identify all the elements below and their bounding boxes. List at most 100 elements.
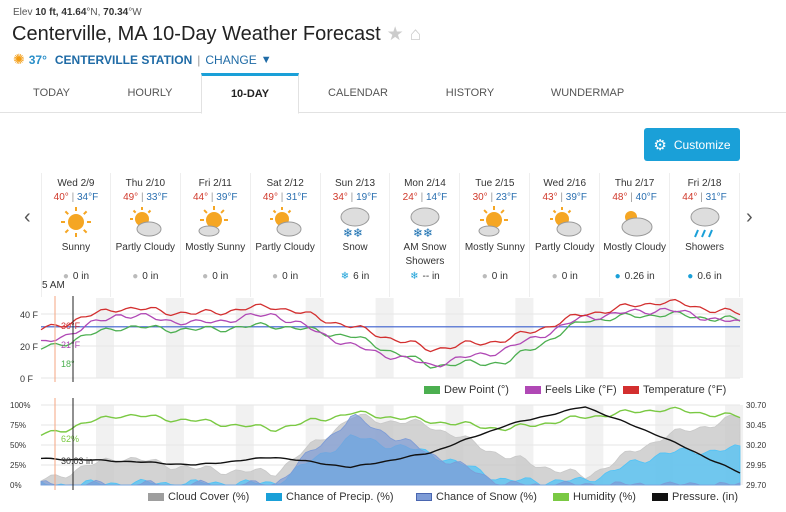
station-elevation: Elev 10 ft, 41.64°N, 70.34°W [13,7,142,18]
cursor-value: 30.03 in [61,456,93,466]
legend-label: Feels Like (°F) [545,384,617,396]
tab-bar: TODAY HOURLY 10-DAY CALENDAR HISTORY WUN… [0,73,786,114]
forecast-day[interactable]: Tue 2/15 30° | 23°F Mostly Sunny ● 0 in [460,173,531,297]
legend-swatch [148,493,164,502]
humidity-pressure-chart: 100% 30.70 75% 30.45 50% 30.20 25% 29.95 0% 29.70… [10,398,767,490]
legend-swatch [424,386,440,395]
drop-icon: ● [272,271,279,282]
drop-blue-icon: ● [614,271,621,282]
day-date: Fri 2/18 [687,178,722,189]
station-row: ✺ 37° CENTERVILLE STATION | CHANGE ▼ [13,51,272,68]
precip-amount: ● 0 in [272,271,299,282]
y-tick-label: 50% [10,441,26,450]
legend-item[interactable]: Feels Like (°F) [525,384,617,396]
tab-wundermap[interactable]: WUNDERMAP [550,87,625,99]
high-temp: 24° [402,192,418,203]
legend-item[interactable]: Humidity (%) [553,491,636,503]
snowflake-icon: ❄ [410,271,419,282]
chevron-down-icon[interactable]: ▼ [260,53,272,66]
high-temp: 48° [612,192,628,203]
title-row: Centerville, MA 10-Day Weather Forecast … [12,23,421,46]
day-date: Sun 2/13 [335,178,376,189]
condition-label: Showers [685,242,724,253]
high-temp: 30° [472,192,488,203]
forecast-days: Wed 2/9 40° | 34°F Sunny ● 0 in Thu 2/10 49° |… [41,173,740,297]
y-tick-label-right: 30.45 [746,421,767,430]
time-label: 5 AM [42,280,65,291]
day-date: Mon 2/14 [404,178,446,189]
legend-item[interactable]: Cloud Cover (%) [148,491,249,503]
y-tick-label: 0% [10,481,22,490]
current-temp: 37° [28,52,47,67]
day-date: Thu 2/17 [614,178,655,189]
legend-item[interactable]: Chance of Snow (%) [416,491,537,503]
night-band [515,298,534,378]
humidity-line [40,406,741,436]
tab-10-day[interactable]: 10-DAY [201,73,299,114]
star-icon[interactable]: ★ [386,24,404,45]
station-link[interactable]: CENTERVILLE STATION [54,52,193,67]
tab-hourly[interactable]: HOURLY [127,87,173,99]
forecast-day[interactable]: Wed 2/16 43° | 39°F Partly Cloudy ● 0 in [530,173,601,297]
partly-cloudy-icon [270,207,302,237]
low-temp: 19°F [356,192,378,203]
day-temps: 43° | 39°F [542,192,587,203]
precip-amount: ● 0 in [132,271,159,282]
forecast-day[interactable]: Thu 2/17 48° | 40°F Mostly Cloudy ● 0.26 in [600,173,671,297]
condition-label: Sunny [61,242,91,253]
night-band [96,298,114,378]
forecast-day[interactable]: Wed 2/9 40° | 34°F Sunny ● 0 in [41,173,111,297]
day-temps: 24° | 14°F [402,192,448,203]
legend-item[interactable]: Dew Point (°) [424,384,509,396]
change-station-link[interactable]: CHANGE [205,52,257,67]
high-temp: 40° [53,192,69,203]
home-icon[interactable]: ⌂ [409,23,422,45]
tab-calendar[interactable]: CALENDAR [328,87,388,99]
legend-item[interactable]: Temperature (°F) [623,384,726,396]
low-temp: 14°F [425,192,448,203]
legend-item[interactable]: Chance of Precip. (%) [266,491,394,503]
series-line [40,310,741,369]
forecast-day[interactable]: Fri 2/11 44° | 39°F Mostly Sunny ● 0 in [181,173,251,297]
night-band [655,298,674,378]
legend-swatch [652,493,668,502]
tab-today[interactable]: TODAY [33,87,70,99]
y-tick-label: 75% [10,421,26,430]
customize-button[interactable]: ⚙ Customize [644,128,740,161]
svg-text:❄❄: ❄❄ [343,226,363,239]
night-band [305,298,324,378]
svg-text:❄❄: ❄❄ [413,226,433,239]
y-tick-label: 20 F [20,342,39,352]
low-temp: 39°F [216,192,238,203]
prev-arrow-icon[interactable]: ‹ [24,206,31,228]
tab-history[interactable]: HISTORY [445,87,495,99]
y-tick-label: 25% [10,461,26,470]
day-temps: 44° | 31°F [682,192,727,203]
legend-item[interactable]: Pressure. (in) [652,491,738,503]
day-temps: 34° | 19°F [332,192,378,203]
precip-amount: ❄ 6 in [340,271,370,282]
forecast-day[interactable]: Sat 2/12 49° | 31°F Partly Cloudy ● 0 in [251,173,321,297]
mostly-cloudy-icon [621,211,653,237]
page-title: Centerville, MA 10-Day Weather Forecast [12,23,381,45]
condition-label: Mostly Sunny [464,242,525,253]
legend-swatch [266,493,282,502]
day-date: Sat 2/12 [266,178,304,189]
low-temp: 40°F [635,192,657,203]
low-temp: 33°F [146,192,168,203]
condition-label: Partly Cloudy [115,242,176,253]
rain-icon [690,207,720,238]
drop-icon: ● [202,271,209,282]
night-band [165,298,184,378]
next-arrow-icon[interactable]: › [746,206,753,228]
forecast-day[interactable]: Mon 2/14 24° | 14°F ❄❄ AM Snow Showers ❄ -- i… [391,173,461,297]
y-tick-label-right: 30.70 [746,401,767,410]
sun-icon [60,207,91,237]
day-date: Wed 2/9 [57,178,95,189]
high-temp: 49° [262,192,278,203]
forecast-day[interactable]: Sun 2/13 34° | 19°F ❄❄ Snow ❄ 6 in [321,173,391,297]
forecast-day[interactable]: Thu 2/10 49° | 33°F Partly Cloudy ● 0 in [111,173,181,297]
forecast-day[interactable]: Fri 2/18 44° | 31°F Showers ● 0.6 in [670,173,740,297]
high-temp: 43° [542,192,558,203]
low-temp: 31°F [286,192,308,203]
